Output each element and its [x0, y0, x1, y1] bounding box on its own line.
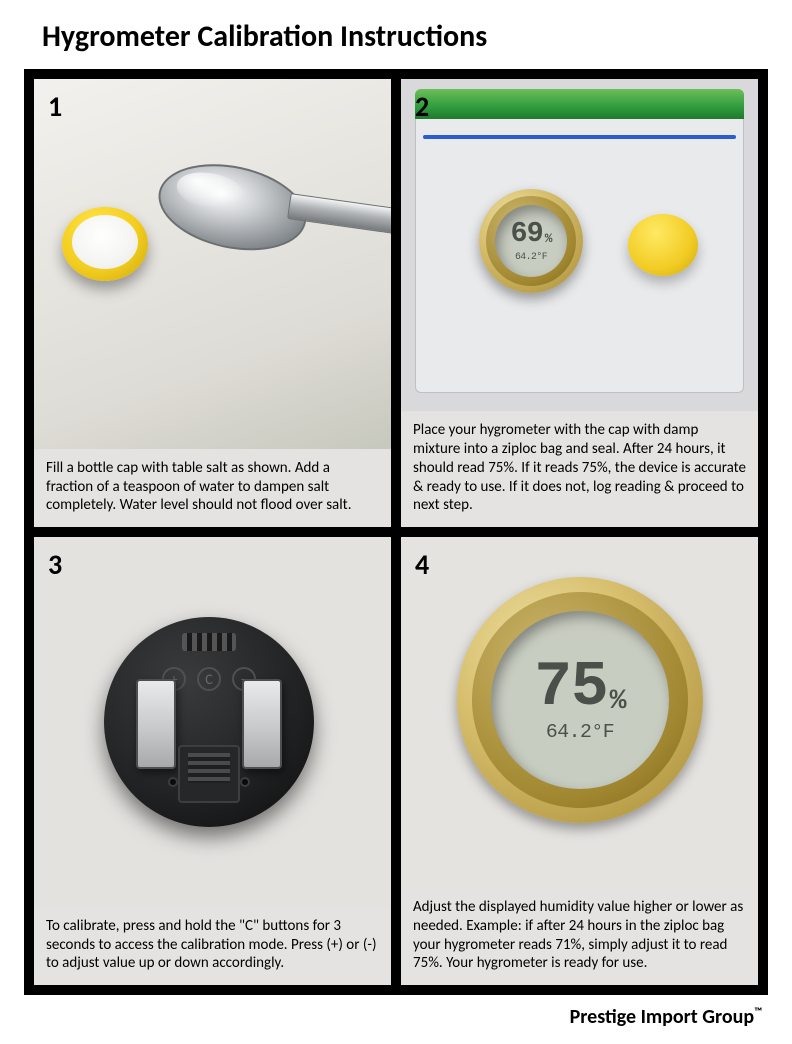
- bag-zip-green: [415, 89, 744, 119]
- page-title: Hygrometer Calibration Instructions: [0, 0, 792, 69]
- panel-2-number: 2: [415, 89, 429, 124]
- instruction-grid: 1 Fill a bottle cap with table salt as s…: [24, 69, 768, 995]
- panel-1-number: 1: [48, 89, 62, 124]
- c-button[interactable]: C: [197, 667, 221, 691]
- humidity-arc-icon: [499, 209, 563, 273]
- footer-brand: Prestige Import Group™: [0, 995, 792, 1029]
- panel-4-caption: Adjust the displayed humidity value high…: [401, 888, 758, 985]
- magnet-left: [136, 679, 176, 769]
- hygrometer-back: + C −: [104, 617, 314, 827]
- magnet-right: [242, 679, 282, 769]
- panel-2-caption: Place your hygrometer with the cap with …: [401, 411, 758, 527]
- panel-1-caption: Fill a bottle cap with table salt as sho…: [34, 449, 391, 527]
- panel-1-image: [34, 79, 391, 449]
- temperature-arc-icon: [500, 620, 659, 779]
- panel-4-image: 75% 64.2°F: [401, 537, 758, 888]
- panel-4-number: 4: [415, 547, 429, 582]
- panel-3: 3 + C − To calibrate, press and hold the…: [34, 537, 391, 985]
- panel-2: 2 69% 64.2°F Place your hygrome: [401, 79, 758, 527]
- screw-icon: [240, 777, 250, 787]
- panel-3-caption: To calibrate, press and hold the "C" but…: [34, 907, 391, 985]
- panel-4: 4 75% 64.2°F Adjust the displayed humidi…: [401, 537, 758, 985]
- bag-zip-blue: [423, 135, 736, 139]
- screw-icon: [168, 777, 178, 787]
- vent-icon: [182, 633, 236, 651]
- hygrometer-in-bag: 69% 64.2°F: [479, 189, 583, 293]
- battery-cover: [178, 745, 240, 803]
- panel-3-image: + C −: [34, 537, 391, 907]
- panel-1: 1 Fill a bottle cap with table salt as s…: [34, 79, 391, 527]
- bottle-cap-in-bag: [628, 214, 698, 276]
- panel-2-image: 69% 64.2°F: [401, 79, 758, 411]
- panel-3-number: 3: [48, 547, 62, 582]
- hygrometer-front: 75% 64.2°F: [457, 577, 703, 823]
